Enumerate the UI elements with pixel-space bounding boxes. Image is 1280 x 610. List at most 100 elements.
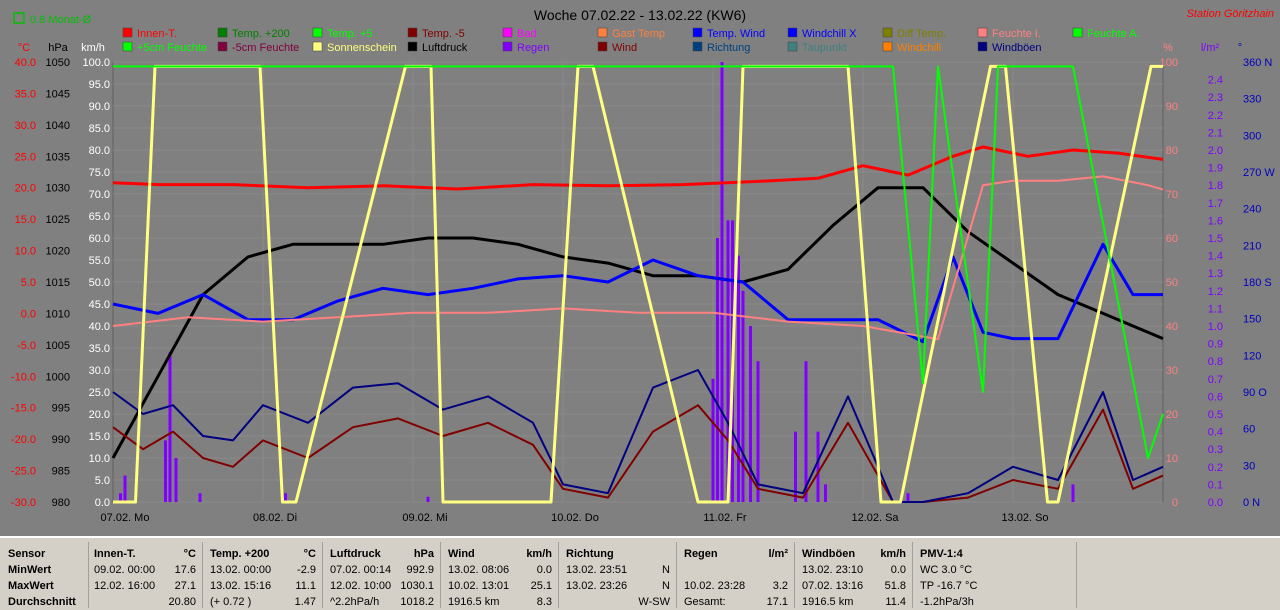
legend-swatch (597, 27, 608, 38)
axis-tick-label: 1040 (46, 120, 70, 132)
axis-unit-label: l/m² (1201, 42, 1220, 54)
rain-bar (794, 431, 797, 502)
axis-tick-label: -10.0 (11, 371, 36, 383)
axis-tick-label: 25.0 (89, 387, 110, 399)
legend-label: Feuchte I. (992, 28, 1041, 40)
rain-bar (716, 238, 719, 502)
axis-tick-label: 1035 (46, 151, 70, 163)
x-day-label: 11.02. Fr (703, 512, 747, 524)
stats-avg_r: 20.80 (168, 596, 196, 608)
axis-tick-label: 1045 (46, 88, 70, 100)
series-line (113, 65, 1164, 459)
axis-tick-label: 80.0 (89, 145, 110, 157)
stats-column: Innen-T. °C 09.02. 00:00 17.6 12.02. 16:00 27… (90, 542, 203, 608)
legend-swatch (122, 27, 133, 38)
axis-tick-label: 985 (52, 466, 70, 478)
rain-bar (906, 493, 910, 502)
legend-swatch (312, 41, 323, 52)
legend-label: Gast Temp (612, 28, 665, 40)
axis-tick-label: 1.5 (1208, 233, 1223, 245)
axis-tick-label: 0 N (1243, 497, 1260, 509)
stats-max_time: 13.02. 15:16 (210, 580, 272, 592)
axis-tick-label: 90 (1166, 101, 1178, 113)
axis-tick-label: 330 (1243, 94, 1261, 106)
axis-tick-label: 60.0 (89, 233, 110, 245)
stats-max_val: 11.1 (295, 580, 316, 592)
axis-tick-label: 0.8 (1208, 356, 1223, 368)
legend-label: Wind (612, 42, 637, 54)
legend-swatch (977, 27, 988, 38)
stats-column: Luftdruck hPa 07.02. 00:14 992.9 12.02. 10:0… (326, 542, 441, 608)
stats-max_val: N (662, 580, 670, 592)
axis-tick-label: 0.1 (1208, 479, 1223, 491)
rain-bar (1071, 484, 1075, 502)
axis-tick-label: 990 (52, 434, 70, 446)
rain-bar (804, 361, 808, 502)
stats-max_time: 07.02. 13:16 (802, 580, 864, 592)
axis-tick-label: 2.2 (1208, 110, 1223, 122)
rain-bar (824, 484, 827, 502)
x-day-label: 09.02. Mi (402, 512, 447, 524)
axis-tick-label: -30.0 (11, 497, 36, 509)
stats-max_val: 25.1 (530, 580, 552, 592)
stats-min_time: 13.02. 08:06 (448, 564, 510, 576)
stats-avg_r: 8.3 (536, 596, 552, 608)
header-sensor: Sensor (8, 548, 46, 560)
legend-swatch (312, 27, 323, 38)
axis-tick-label: 70 (1166, 189, 1178, 201)
axis-tick-label: 980 (52, 497, 70, 509)
chart-title: Woche 07.02.22 - 13.02.22 (KW6) (534, 7, 746, 23)
axis-tick-label: 0.6 (1208, 391, 1223, 403)
legend-swatch (882, 41, 893, 52)
month-avg-icon (13, 12, 25, 24)
stats-max_time: 10.02. 13:01 (448, 580, 510, 592)
chart-canvas: Woche 07.02.22 - 13.02.22 (KW6) Station G… (11, 7, 1275, 524)
rain-bar (174, 458, 178, 502)
series-line (112, 175, 1164, 341)
legend-label: Sonnenschein (327, 42, 397, 54)
stats-column: Regen l/m² 10.02. 23:28 3.2 Gesamt: 17.1 (680, 542, 795, 608)
x-day-label: 10.02. Do (551, 512, 599, 524)
stats-max_val: 1030.1 (400, 580, 434, 592)
axis-tick-label: 0.7 (1208, 374, 1223, 386)
axis-tick-label: 10.0 (15, 246, 36, 258)
axis-tick-label: 1005 (46, 340, 70, 352)
legend-swatch (502, 27, 513, 38)
rain-bar (737, 255, 740, 502)
legend-label: Windchill (897, 42, 941, 54)
axis-tick-label: 70.0 (89, 189, 110, 201)
axis-tick-label: 0.0 (1208, 497, 1223, 509)
axis-tick-label: 35.0 (15, 88, 36, 100)
axis-tick-label: 40.0 (89, 321, 110, 333)
axis-tick-label: 1020 (46, 246, 70, 258)
axis-tick-label: 210 (1243, 240, 1261, 252)
legend-swatch (502, 41, 513, 52)
axis-tick-label: 20 (1166, 409, 1178, 421)
axis-tick-label: 1.1 (1208, 303, 1223, 315)
stats-max_val: 3.2 (772, 580, 788, 592)
legend-label: Feuchte A. (1087, 28, 1140, 40)
legend-label: Temp. +5 (327, 28, 373, 40)
rain-bar (284, 493, 287, 502)
axis-tick-label: 1.2 (1208, 286, 1223, 298)
rain-bar (741, 290, 745, 502)
stats-avg_l: (+ 0.72 ) (210, 596, 252, 608)
axis-tick-label: 180 S (1243, 277, 1272, 289)
rain-bar (720, 62, 724, 502)
legend-swatch (692, 27, 703, 38)
legend-swatch (217, 41, 228, 52)
stats-row-labels: Sensor MinWert MaxWert Durchschnitt (4, 542, 89, 608)
rain-bar (198, 493, 202, 502)
stats-min_val: 0.0 (890, 564, 906, 576)
legend-label: Bad (517, 28, 537, 40)
axis-tick-label: 45.0 (89, 299, 110, 311)
stats-header: Regen (684, 548, 718, 560)
axis-unit-label: ° (1238, 42, 1242, 54)
series-line (112, 369, 1164, 503)
axis-tick-label: 1.8 (1208, 180, 1223, 192)
axis-tick-label: -5.0 (17, 340, 36, 352)
series-line (112, 145, 1164, 191)
axis-tick-label: 0 (1172, 497, 1178, 509)
stats-max_val: 27.1 (174, 580, 196, 592)
axis-tick-label: 90 O (1243, 387, 1267, 399)
